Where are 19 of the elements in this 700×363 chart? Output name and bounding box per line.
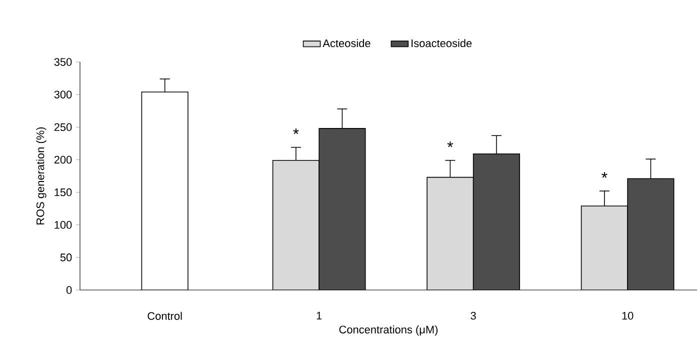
y-tick-label: 300 bbox=[54, 90, 72, 98]
y-tick-label: 0 bbox=[66, 286, 72, 294]
x-tick-label: 1 bbox=[316, 312, 322, 320]
y-tick-label: 200 bbox=[54, 156, 72, 164]
annotation: * bbox=[293, 128, 299, 134]
x-tick-label: 3 bbox=[470, 312, 476, 320]
annotation: * bbox=[447, 142, 454, 148]
x-tick-label: 10 bbox=[622, 312, 634, 320]
y-tick-label: 150 bbox=[54, 188, 72, 196]
x-axis-title: Concentrations (μM) bbox=[339, 325, 438, 336]
y-tick-label: 250 bbox=[54, 123, 72, 132]
y-axis-title: ROS generation (%) bbox=[36, 127, 46, 224]
y-tick-label: 350 bbox=[54, 58, 72, 66]
x-tick-label: Control bbox=[148, 312, 182, 320]
y-tick-label: 50 bbox=[60, 254, 72, 262]
legend-label: Isoacteoside bbox=[412, 39, 472, 48]
y-tick-label: 100 bbox=[54, 220, 72, 229]
annotation: * bbox=[602, 172, 608, 178]
legend-label: Acteoside bbox=[322, 39, 370, 48]
